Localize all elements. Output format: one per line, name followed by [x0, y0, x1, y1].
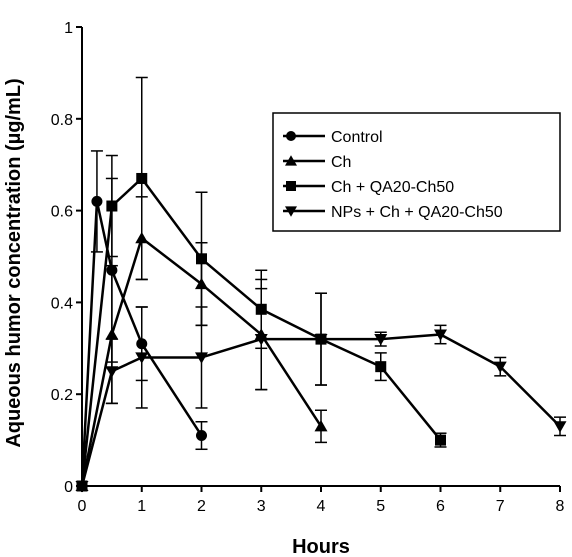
circle-marker — [136, 338, 148, 350]
square-marker — [255, 303, 267, 315]
axes: 0 1 2 3 4 5 6 7 8 0 0.2 0.4 0.6 0.8 1 — [51, 20, 565, 515]
series-area — [75, 76, 567, 493]
triangle-down-marker — [105, 366, 119, 378]
legend-label: NPs + Ch + QA20-Ch50 — [331, 204, 503, 221]
square-marker — [435, 434, 446, 446]
y-tick-label: 0.4 — [51, 295, 73, 312]
circle-marker — [286, 131, 296, 141]
x-tick-label: 0 — [78, 498, 87, 515]
square-marker — [375, 361, 387, 373]
square-marker — [136, 172, 148, 184]
y-axis-title: Aqueous humor concentration (µg/mL) — [3, 78, 25, 447]
triangle-down-marker — [553, 421, 567, 433]
triangle-down-marker — [195, 352, 208, 364]
x-tick-label: 2 — [197, 498, 206, 515]
error-bars-triangle-up — [105, 196, 327, 444]
series-triangle-down — [75, 329, 567, 493]
circle-marker — [196, 430, 207, 442]
x-tick-label: 3 — [257, 498, 266, 515]
triangle-down-marker — [493, 361, 507, 373]
triangle-down-marker — [434, 329, 447, 341]
legend-label: Control — [331, 129, 383, 146]
triangle-up-marker — [285, 155, 297, 166]
square-marker — [106, 200, 118, 212]
x-tick-label: 4 — [317, 498, 326, 515]
y-tick-label: 0.8 — [51, 112, 73, 129]
triangle-up-marker — [195, 277, 208, 290]
series-line — [80, 236, 323, 487]
legend: Control Ch Ch + QA20-Ch50 NPs + Ch + QA20-C… — [272, 112, 561, 232]
y-tick-label: 0.6 — [51, 204, 73, 221]
x-tick-label: 7 — [496, 498, 505, 515]
series-line — [80, 333, 561, 487]
square-marker — [286, 181, 296, 191]
triangle-down-marker — [75, 480, 89, 493]
x-tick-label: 1 — [137, 498, 146, 515]
x-axis-title: Hours — [292, 536, 350, 557]
square-marker — [196, 253, 207, 265]
triangle-up-marker — [314, 420, 328, 432]
legend-label: Ch + QA20-Ch50 — [331, 179, 454, 196]
triangle-down-marker — [285, 206, 297, 217]
x-tick-label: 5 — [376, 498, 385, 515]
legend-label: Ch — [331, 154, 351, 171]
triangle-down-marker — [254, 334, 268, 346]
circle-marker — [106, 264, 118, 276]
y-tick-label: 0 — [64, 479, 73, 496]
y-tick-label: 1 — [64, 20, 73, 37]
x-tick-label: 8 — [556, 498, 565, 515]
triangle-down-marker — [374, 334, 388, 346]
triangle-down-marker — [314, 334, 328, 346]
circle-marker — [91, 195, 103, 207]
triangle-down-marker — [135, 352, 149, 364]
y-tick-label: 0.2 — [51, 387, 73, 404]
triangle-up-marker — [135, 231, 149, 244]
triangle-up-marker — [105, 328, 119, 340]
x-tick-label: 6 — [436, 498, 445, 515]
error-bars-circle — [90, 150, 208, 451]
